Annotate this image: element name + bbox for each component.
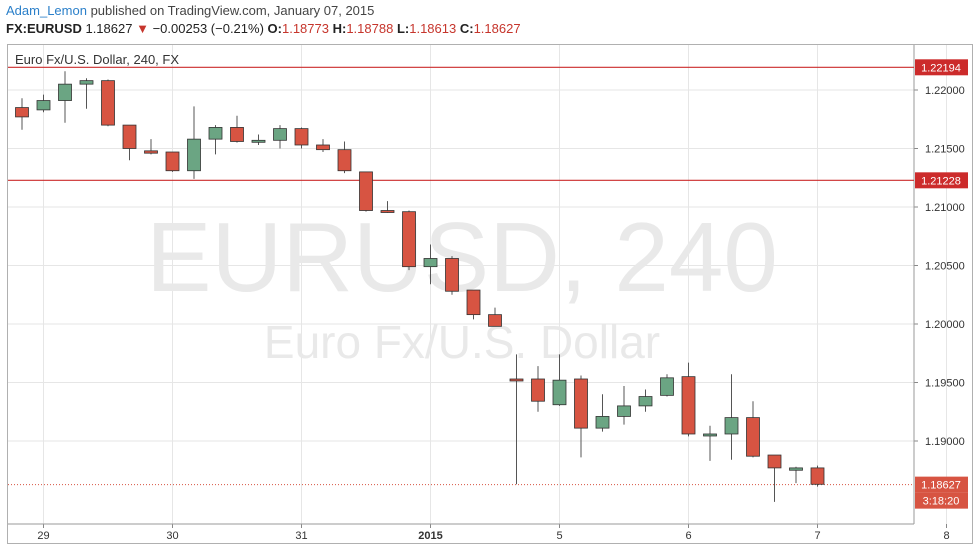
down-arrow-icon: ▼	[136, 21, 149, 36]
author-link[interactable]: Adam_Lemon	[6, 3, 87, 18]
x-tick-label: 5	[556, 530, 562, 542]
chart-frame[interactable]	[7, 44, 973, 544]
level-price-label: 1.22194	[921, 62, 961, 74]
open-value: 1.18773	[281, 21, 329, 36]
candle-body	[509, 378, 524, 382]
publish-header: Adam_Lemon published on TradingView.com,…	[0, 0, 975, 44]
x-tick-label: 6	[685, 530, 691, 542]
watermark-symbol: EURUSD, 240	[146, 202, 778, 312]
ohlc-line: FX:EURUSD 1.18627 ▼ −0.00253 (−0.21%) O:…	[6, 21, 521, 36]
candle-body	[273, 128, 287, 141]
level-price-tag	[915, 59, 968, 76]
candle-body	[617, 405, 631, 417]
y-tick-label: 1.21500	[925, 144, 965, 156]
candle-body	[337, 149, 352, 172]
x-tick-label: 31	[295, 530, 307, 542]
candle-body	[552, 379, 567, 406]
candle-body	[660, 377, 674, 396]
candle-body	[101, 80, 115, 126]
watermark-description: Euro Fx/U.S. Dollar	[264, 316, 660, 368]
candle-body	[703, 433, 717, 437]
candle-body	[230, 127, 244, 142]
symbol-label: FX:EURUSD	[6, 21, 82, 36]
candle-body	[187, 138, 201, 172]
candle-body	[445, 258, 459, 292]
candle-body	[316, 144, 330, 151]
candle-body	[359, 171, 373, 211]
close-value: 1.18627	[473, 21, 521, 36]
candle-body	[789, 467, 803, 471]
x-tick-label: 29	[37, 530, 49, 542]
open-label: O:	[267, 21, 282, 36]
candle-body	[595, 416, 610, 429]
candle-body	[531, 378, 545, 402]
y-tick-label: 1.22000	[925, 85, 965, 97]
last-price: 1.18627	[85, 21, 133, 36]
chart-title: Euro Fx/U.S. Dollar, 240, FX	[15, 52, 180, 67]
high-value: 1.18788	[346, 21, 394, 36]
publish-info: published on TradingView.com, January 07…	[90, 3, 375, 18]
candle-body	[58, 83, 72, 101]
last-price-label: 1.18627	[921, 480, 961, 492]
low-label: L:	[396, 21, 410, 36]
candle-body	[810, 467, 825, 485]
candle-body	[402, 211, 416, 268]
candle-body	[681, 376, 696, 435]
candle-body	[251, 139, 266, 143]
x-tick-label: 30	[166, 530, 178, 542]
last-price-tag	[915, 476, 968, 493]
candle-body	[165, 151, 180, 172]
candle-body	[466, 289, 481, 316]
y-tick-label: 1.20000	[925, 319, 965, 331]
y-tick-label: 1.19500	[925, 378, 965, 390]
candle-body	[15, 107, 29, 118]
high-label: H:	[332, 21, 347, 36]
countdown-tag	[915, 492, 968, 509]
candle-body	[767, 454, 782, 469]
low-value: 1.18613	[409, 21, 457, 36]
publish-line: Adam_Lemon published on TradingView.com,…	[6, 3, 374, 18]
level-price-label: 1.21228	[921, 175, 961, 187]
candle-body	[574, 378, 588, 429]
countdown-label: 3:18:20	[923, 496, 960, 508]
candle-body	[36, 100, 51, 111]
candle-body	[79, 80, 94, 85]
candle-body	[746, 417, 760, 457]
candle-body	[380, 210, 395, 213]
x-tick-label: 7	[814, 530, 820, 542]
candle-body	[423, 258, 438, 268]
candle-body	[122, 124, 137, 149]
candle-body	[144, 150, 158, 154]
candle-body	[724, 417, 739, 435]
y-tick-label: 1.19000	[925, 436, 965, 448]
y-tick-label: 1.20500	[925, 261, 965, 273]
close-label: C:	[459, 21, 474, 36]
candle-body	[488, 314, 502, 327]
level-price-tag	[915, 172, 968, 189]
x-tick-label: 8	[943, 530, 949, 542]
x-tick-label: 2015	[418, 530, 442, 542]
y-tick-label: 1.21000	[925, 202, 965, 214]
candle-body	[638, 396, 653, 407]
price-change: −0.00253 (−0.21%)	[152, 21, 264, 36]
candle-body	[294, 128, 309, 146]
candle-body	[208, 127, 223, 140]
